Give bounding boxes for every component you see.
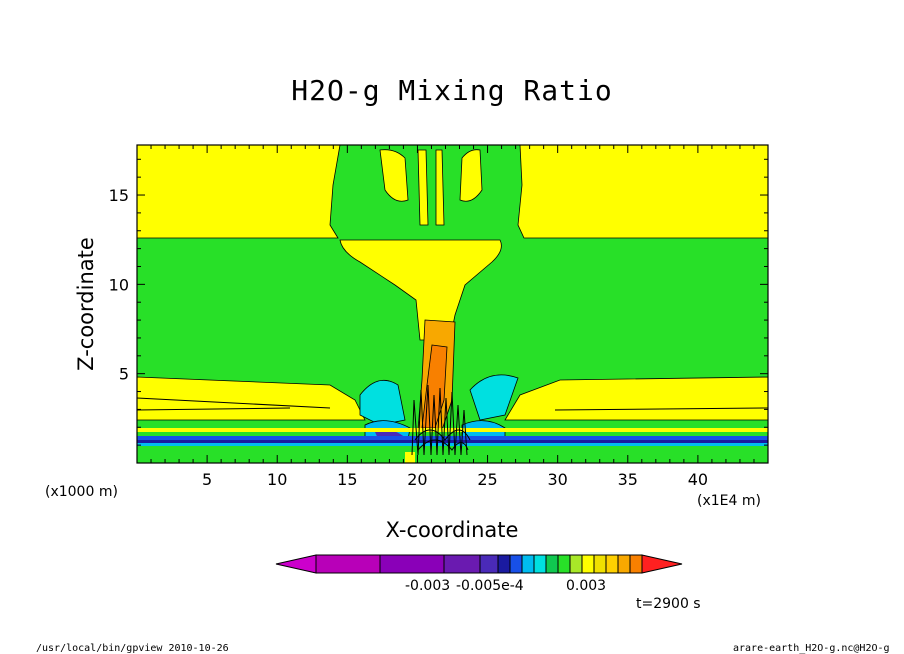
x-tick-label: 30 (547, 470, 567, 489)
colorbar-cell (479, 554, 499, 574)
x-axis-title: X-coordinate (386, 518, 519, 542)
y-axis-ticks: 5 10 15 (109, 158, 768, 446)
x-tick-label: 10 (267, 470, 287, 489)
field-band-darkblue (137, 440, 768, 443)
colorbar-label-1: -0.003 (405, 578, 450, 594)
colorbar-cell (569, 554, 583, 574)
y-tick-label: 5 (119, 365, 129, 384)
colorbar-cell (557, 554, 571, 574)
x-unit-label: (x1000 m) (45, 484, 118, 500)
colorbar-cell (545, 554, 559, 574)
colorbar-label-3: 0.003 (566, 578, 606, 594)
field-band-yellow (137, 428, 768, 432)
field-band-green (137, 446, 768, 450)
colorbar-cell (509, 554, 523, 574)
colorbar-cell (617, 554, 631, 574)
colorbar-label-2: -0.005e-4 (456, 578, 524, 594)
x-tick-label: 5 (202, 470, 212, 489)
x-tick-label: 25 (477, 470, 497, 489)
colorbar-arrow-left (275, 554, 317, 574)
field-band-cyan (137, 443, 768, 446)
contour-field (136, 144, 769, 463)
colorbar-cell (521, 554, 535, 574)
chart-title: H2O-g Mixing Ratio (291, 74, 613, 107)
colorbar (275, 554, 683, 574)
colorbar-cell (379, 554, 445, 574)
colorbar-cell (593, 554, 607, 574)
field-upper-plume-center (417, 149, 429, 226)
field-contour-line-3 (554, 407, 769, 411)
colorbar-cell (581, 554, 595, 574)
field-upper-plume-center-2 (435, 149, 445, 226)
x-axis-ticks: 5 10 15 20 25 30 35 40 (150, 145, 755, 489)
colorbar-cell (605, 554, 619, 574)
colorbar-cell (443, 554, 481, 574)
colorbar-cell (315, 554, 381, 574)
footer-right: arare-earth_H2O-g.nc@H2O-g (733, 643, 890, 654)
x-tick-label: 20 (407, 470, 427, 489)
x-tick-label: 35 (618, 470, 638, 489)
colorbar-cell (629, 554, 643, 574)
field-upper-plume-left (379, 149, 409, 202)
footer-left: /usr/local/bin/gpview 2010-10-26 (36, 643, 229, 654)
field-ground-yellow (405, 452, 415, 463)
field-upper-left-yellow (136, 144, 341, 239)
x-tick-label: 40 (688, 470, 708, 489)
x-tick-label: 15 (337, 470, 357, 489)
field-band-blue (137, 436, 768, 440)
y-axis-title: Z-coordinate (74, 237, 98, 371)
time-label: t=2900 s (636, 596, 701, 612)
colorbar-arrow-right (641, 554, 683, 574)
field-upper-right-yellow (517, 144, 769, 239)
colorbar-cell (533, 554, 547, 574)
y-tick-label: 15 (109, 186, 129, 205)
plot-frame (136, 144, 769, 464)
field-turbulent-contours (411, 384, 471, 456)
field-contour-line-1 (136, 397, 331, 409)
colorbar-cell (497, 554, 511, 574)
field-contour-line-2 (136, 407, 291, 411)
x-scale-label: (x1E4 m) (697, 493, 761, 509)
field-cyan-right (469, 374, 519, 421)
field-upper-plume-right (459, 149, 483, 202)
y-tick-label: 10 (109, 275, 129, 294)
